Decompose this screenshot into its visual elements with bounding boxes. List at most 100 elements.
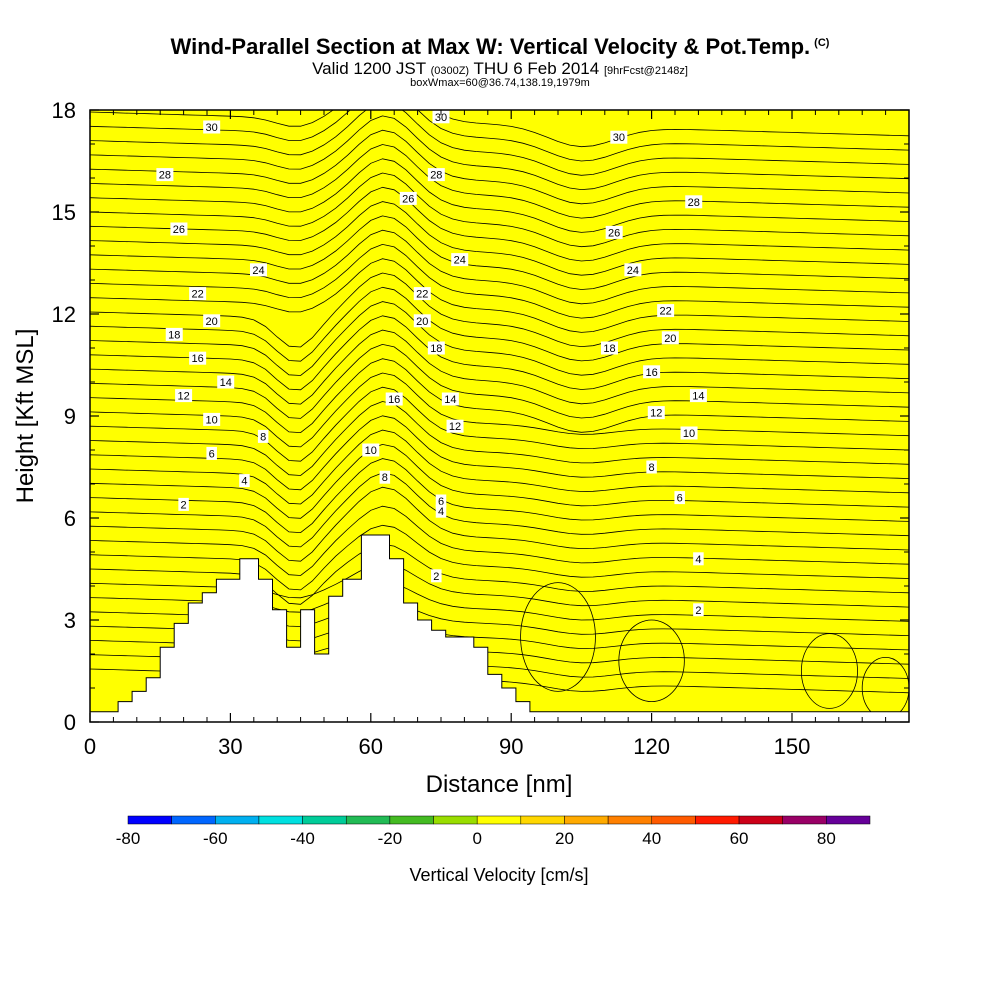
- theta-label-bg: [689, 389, 707, 403]
- theta-label-text: 12: [650, 408, 662, 420]
- theta-label: 22: [189, 287, 207, 301]
- theta-label: 28: [427, 168, 445, 182]
- theta-label-bg: [427, 168, 445, 182]
- theta-label-bg: [189, 351, 207, 365]
- theta-label: 14: [217, 375, 235, 389]
- theta-contour-line: [90, 386, 909, 462]
- theta-label-bg: [431, 569, 442, 583]
- theta-label: 2: [178, 497, 189, 511]
- theta-label: 6: [435, 494, 447, 508]
- theta-label-bg: [206, 446, 217, 460]
- colorbar: -80 -60 -40 -20 0 20 40 60 80: [116, 815, 871, 848]
- theta-contour-loop: [800, 633, 858, 709]
- theta-label-text: 24: [627, 265, 639, 277]
- theta-label-bg: [624, 263, 642, 277]
- theta-contour-line: [90, 110, 909, 148]
- theta-label: 8: [646, 460, 657, 474]
- theta-label: 20: [203, 314, 221, 328]
- theta-label-bg: [451, 253, 469, 267]
- theta-label-text: 6: [209, 448, 215, 460]
- theta-label: 16: [643, 365, 661, 379]
- theta-label-text: 12: [177, 391, 189, 403]
- theta-contour-line: [90, 472, 909, 548]
- theta-contour-line: [90, 243, 909, 319]
- theta-label-bg: [217, 375, 235, 389]
- colorbar-swatch: [695, 815, 740, 825]
- colorbar-tick-label: -80: [116, 829, 141, 848]
- y-tick-label: 6: [64, 506, 76, 531]
- theta-label-bg: [239, 474, 250, 488]
- theta-contour-line: [90, 443, 909, 519]
- theta-label-text: 16: [388, 394, 400, 406]
- theta-label-text: 30: [613, 132, 625, 144]
- theta-label: 10: [680, 426, 698, 440]
- plot-area: 2468101214161820222426283010861618202226…: [90, 110, 909, 722]
- theta-label-text: 2: [433, 571, 439, 583]
- theta-label-bg: [362, 443, 380, 457]
- theta-label-text: 2: [181, 499, 187, 511]
- theta-label: 8: [379, 470, 391, 484]
- theta-label-bg: [178, 497, 189, 511]
- colorbar-swatch: [564, 815, 609, 825]
- theta-label-bg: [657, 304, 675, 318]
- theta-label: 10: [203, 412, 221, 426]
- theta-label-text: 4: [695, 554, 701, 566]
- colorbar-swatch: [826, 815, 871, 825]
- theta-label-text: 4: [438, 506, 444, 518]
- theta-label: 24: [451, 253, 469, 267]
- theta-label-bg: [441, 392, 459, 406]
- theta-label: 20: [661, 331, 679, 345]
- theta-label: 28: [156, 168, 174, 182]
- theta-label-bg: [379, 470, 391, 484]
- theta-label-bg: [203, 120, 221, 134]
- theta-label: 10: [362, 443, 380, 457]
- colorbar-swatch: [127, 815, 172, 825]
- theta-label-text: 26: [608, 227, 620, 239]
- theta-contour-line: [90, 110, 909, 176]
- valid-time-d: [9hrFcst@2148z]: [603, 65, 688, 77]
- theta-contour-line: [90, 201, 909, 276]
- theta-label-text: 14: [220, 377, 232, 389]
- y-tick-label: 3: [64, 608, 76, 633]
- colorbar-tick-label: -40: [290, 829, 315, 848]
- theta-contour-line: [90, 524, 909, 591]
- y-axis-label: Height [Kft MSL]: [12, 329, 39, 504]
- theta-label: 28: [685, 195, 703, 209]
- theta-label: 22: [413, 287, 431, 301]
- theta-contour-line: [90, 172, 909, 248]
- theta-contour-line: [90, 401, 909, 476]
- theta-label-text: 28: [159, 170, 171, 182]
- theta-label-bg: [257, 429, 269, 443]
- theta-label-text: 2: [695, 605, 701, 617]
- theta-label-bg: [643, 365, 661, 379]
- theta-label: 12: [175, 389, 193, 403]
- theta-label-text: 16: [645, 367, 657, 379]
- theta-label-text: 18: [603, 343, 615, 355]
- theta-label-bg: [249, 263, 267, 277]
- theta-label-bg: [435, 504, 447, 518]
- colorbar-swatch: [389, 815, 434, 825]
- colorbar-swatch: [738, 815, 783, 825]
- theta-label-bg: [432, 110, 450, 124]
- colorbar-tick-label: 40: [642, 829, 661, 848]
- theta-label-text: 30: [435, 112, 447, 124]
- theta-contour-line: [90, 272, 909, 348]
- theta-label-text: 14: [444, 394, 456, 406]
- theta-contour-line: [90, 186, 909, 262]
- theta-label: 4: [435, 504, 447, 518]
- theta-contour-line: [90, 505, 909, 576]
- x-tick-label: 30: [218, 734, 242, 759]
- theta-label: 30: [432, 110, 450, 124]
- theta-label-text: 20: [416, 316, 428, 328]
- theta-label-bg: [693, 603, 704, 617]
- colorbar-swatch: [215, 815, 260, 825]
- theta-label-text: 22: [192, 289, 204, 301]
- chart-title: Wind-Parallel Section at Max W: Vertical…: [0, 36, 1000, 58]
- theta-contour-line: [90, 110, 909, 162]
- colorbar-swatch: [171, 815, 216, 825]
- theta-contour-line: [90, 301, 909, 376]
- theta-label-bg: [156, 168, 174, 182]
- theta-label: 6: [206, 446, 217, 460]
- theta-label-bg: [674, 491, 685, 505]
